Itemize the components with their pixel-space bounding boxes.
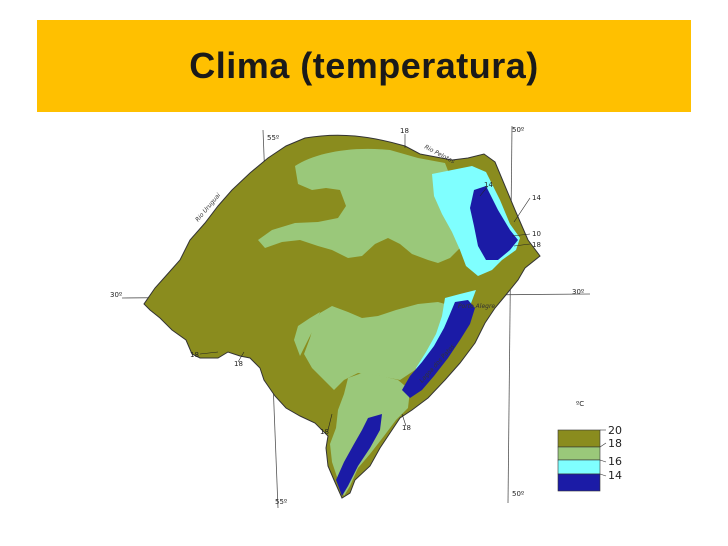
lon-50-top: 50º xyxy=(512,126,524,134)
map-svg: 55º 55º 50º 50º 30º 30º 18 14 14 10 18 1… xyxy=(110,125,622,509)
isotherm-14-a: 14 xyxy=(484,181,493,189)
label-porto-alegre: Porto Alegre xyxy=(458,303,495,310)
title-bar: Clima (temperatura) xyxy=(37,20,691,112)
isotherm-14-b: 14 xyxy=(532,194,541,202)
region-18c-nw-lobe xyxy=(294,312,320,356)
region-14c-northeast xyxy=(470,186,518,260)
lat-30-left: 30º xyxy=(110,291,122,299)
legend-swatch-18 xyxy=(557,446,601,461)
lon-55-bottom: 55º xyxy=(275,498,287,506)
region-14c-south xyxy=(336,414,382,496)
legend-swatch-20 xyxy=(557,429,601,448)
region-18c-north xyxy=(258,148,462,263)
isotherm-18-s1: 18 xyxy=(320,428,329,436)
lon-55-top: 55º xyxy=(267,134,279,142)
isotherm-18-top: 18 xyxy=(400,127,409,135)
isotherm-pointers xyxy=(199,134,531,431)
isotherm-10: 10 xyxy=(532,230,541,238)
legend: ºC 20 18 16 14 xyxy=(557,400,622,492)
legend-label-20: 20 xyxy=(608,424,622,437)
slide-title: Clima (temperatura) xyxy=(189,45,539,86)
legend-label-16: 16 xyxy=(608,455,622,468)
legend-swatch-14 xyxy=(557,473,601,492)
legend-label-18: 18 xyxy=(608,437,622,450)
lon-50-bottom: 50º xyxy=(512,490,524,498)
region-18c-center xyxy=(304,302,452,390)
meridian-50 xyxy=(507,125,513,504)
lat-30-right: 30º xyxy=(572,288,584,296)
legend-label-14: 14 xyxy=(608,469,622,482)
region-14c-coast xyxy=(402,300,475,398)
isotherm-18-e: 18 xyxy=(532,241,541,249)
isotherm-18-w: 18 xyxy=(190,351,199,359)
temperature-map: 55º 55º 50º 50º 30º 30º 18 14 14 10 18 1… xyxy=(100,118,630,518)
legend-unit: ºC xyxy=(576,400,584,408)
legend-swatch-16 xyxy=(557,459,601,475)
isotherm-18-w2: 18 xyxy=(234,360,243,368)
isotherm-18-s2: 18 xyxy=(402,424,411,432)
